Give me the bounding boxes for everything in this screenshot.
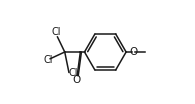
Text: Cl: Cl (68, 68, 78, 78)
Text: Cl: Cl (52, 27, 61, 37)
Text: Cl: Cl (43, 55, 53, 65)
Text: O: O (73, 75, 81, 85)
Text: O: O (129, 47, 137, 57)
